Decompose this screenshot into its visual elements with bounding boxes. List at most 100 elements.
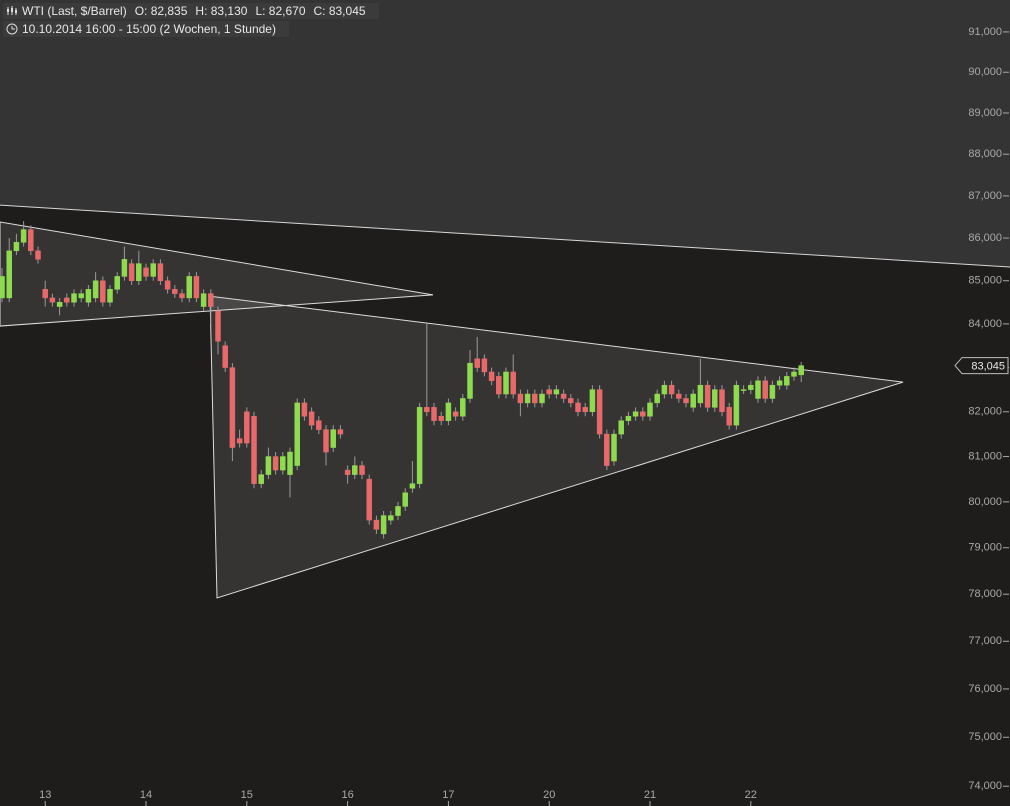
candle-body [344, 469, 351, 475]
ohlc-field: L: 82,670 [255, 4, 306, 18]
candle-body [373, 519, 380, 530]
y-tick-label: 86,000 [968, 232, 1002, 244]
candle-body [474, 358, 480, 368]
candle-body [85, 289, 92, 303]
x-tick-label: 22 [745, 789, 757, 801]
candle-body [719, 389, 725, 413]
candle-body [287, 451, 293, 475]
candle-body [733, 384, 740, 426]
candle-body [150, 263, 156, 277]
candle-body [193, 276, 200, 299]
candle-body [395, 506, 401, 516]
y-tick-label: 74,000 [968, 780, 1002, 792]
candle-body [107, 289, 113, 303]
clock-icon [6, 23, 18, 35]
ohlc-field: H: 83,130 [195, 4, 248, 18]
candle-body [359, 465, 365, 475]
candle-body [798, 365, 804, 376]
candle-body [539, 393, 545, 404]
candle-body [251, 415, 257, 484]
y-tick-label: 89,000 [968, 107, 1002, 119]
candle-body [726, 407, 732, 426]
candle-body [438, 415, 444, 421]
candle-body [100, 280, 106, 303]
y-tick-label: 80,000 [968, 496, 1002, 508]
candle-body [280, 456, 286, 471]
y-tick-label: 77,000 [968, 635, 1002, 647]
candle-body [71, 293, 77, 303]
candle-body [366, 478, 372, 521]
candle-body [316, 420, 322, 430]
y-tick-label: 81,000 [968, 450, 1002, 462]
candle-body [791, 371, 797, 377]
candle-body [0, 276, 5, 299]
ohlc-field: O: 82,835 [134, 4, 188, 18]
candle-body [236, 438, 243, 444]
candle-body [611, 433, 617, 462]
candle-body [690, 393, 696, 408]
candle-body [582, 407, 588, 413]
candle-body [92, 280, 99, 299]
candle-body [308, 411, 315, 426]
y-tick-label: 75,000 [968, 731, 1002, 743]
candle-body [6, 250, 12, 299]
candle-body [200, 293, 207, 307]
candle-body [568, 398, 574, 404]
candle-body [222, 345, 228, 368]
candle-body [618, 420, 624, 435]
candle-body [769, 384, 776, 399]
candle-body [510, 371, 516, 395]
candle-body [388, 515, 394, 521]
y-tick-label: 87,000 [968, 190, 1002, 202]
candle-body [409, 483, 416, 489]
y-tick-label: 76,000 [968, 683, 1002, 695]
x-tick-label: 14 [140, 789, 152, 801]
candle-body [762, 380, 768, 399]
candle-body [596, 389, 603, 435]
x-tick-label: 21 [644, 789, 656, 801]
candle-body [755, 380, 761, 399]
candle-body [517, 393, 524, 404]
candle-body [215, 310, 221, 342]
candle-body [28, 229, 34, 252]
candle-body [172, 289, 178, 294]
candle-body [460, 398, 466, 417]
y-tick-label: 82,000 [968, 406, 1002, 418]
candle-body [128, 263, 135, 281]
instrument: WTI (Last, $/Barrel) [22, 4, 127, 18]
candle-body [337, 429, 344, 435]
instrument-row: WTI (Last, $/Barrel) O: 82,835 H: 83,130… [3, 3, 379, 19]
candle-body [503, 371, 509, 395]
candle-body [56, 301, 63, 307]
candle-body [625, 415, 632, 421]
candle-body [294, 402, 300, 466]
candle-body [784, 376, 790, 386]
candle-body [136, 263, 142, 281]
candle-body [575, 402, 581, 413]
candle-body [42, 289, 48, 299]
candle-body [589, 389, 596, 413]
candle-body [272, 456, 279, 471]
candle-body [380, 515, 387, 535]
candle-body [78, 293, 84, 299]
candle-body [301, 402, 308, 417]
candle-body [546, 389, 552, 395]
candle-body [35, 250, 41, 260]
candle-body [697, 384, 704, 404]
candle-body [647, 402, 653, 417]
candle-body [748, 384, 754, 390]
x-tick-label: 13 [39, 789, 51, 801]
candle-body [488, 371, 495, 382]
y-tick-label: 91,000 [968, 26, 1002, 38]
candle-body [676, 393, 682, 399]
last-price-label: 83,045 [971, 361, 1005, 373]
y-tick-label: 79,000 [968, 542, 1002, 554]
candle-body [560, 393, 567, 399]
header: WTI (Last, $/Barrel) O: 82,835 H: 83,130… [3, 3, 379, 39]
candle-body [229, 367, 236, 448]
shaded-zone [0, 0, 1010, 268]
x-tick-label: 16 [341, 789, 353, 801]
period-row: 10.10.2014 16:00 - 15:00 (2 Wochen, 1 St… [3, 21, 289, 37]
